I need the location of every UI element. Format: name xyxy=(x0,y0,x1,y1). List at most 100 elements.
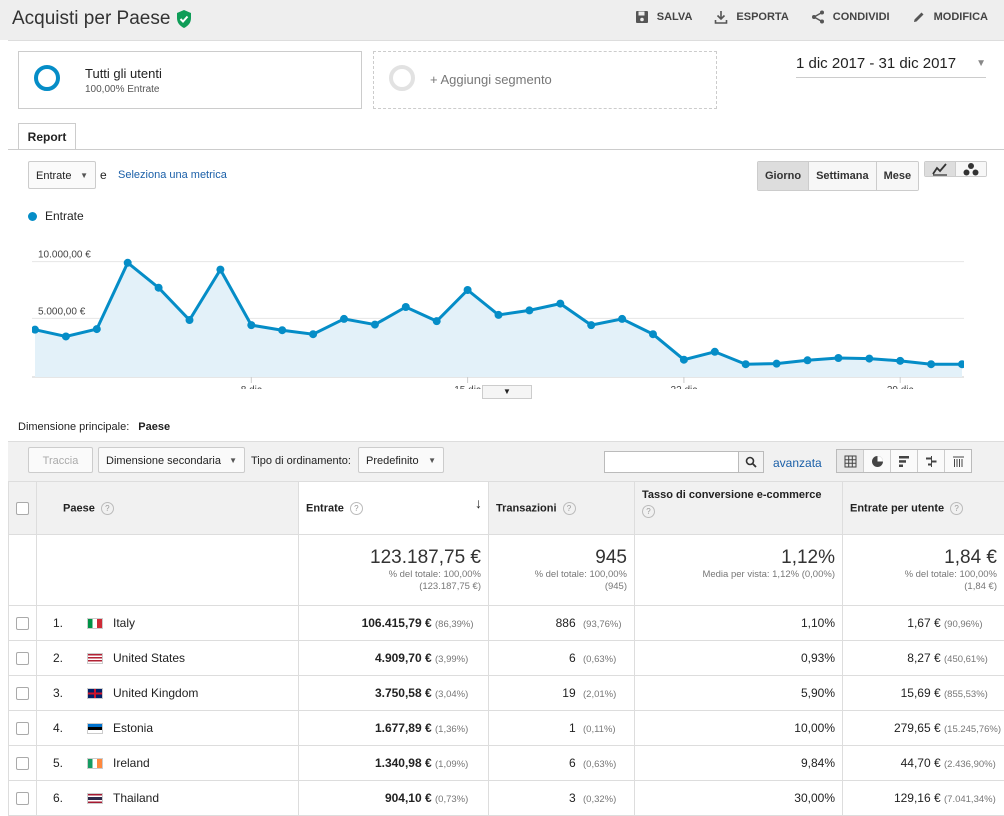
header-country[interactable]: Paese? xyxy=(37,482,299,535)
country-link[interactable]: Estonia xyxy=(113,721,153,735)
sort-type-select[interactable]: Predefinito ▼ xyxy=(358,447,444,473)
country-link[interactable]: United States xyxy=(113,651,185,665)
edit-button[interactable]: MODIFICA xyxy=(912,10,988,24)
line-chart-button[interactable] xyxy=(925,162,955,176)
header-revenue-per-user[interactable]: Entrate per utente? xyxy=(843,482,1004,535)
save-icon xyxy=(635,10,649,24)
tab-divider xyxy=(8,149,1004,150)
data-point xyxy=(525,306,533,314)
transactions-cell: 6 (0,63%) xyxy=(489,746,635,781)
ie-flag-icon xyxy=(87,758,103,769)
share-button[interactable]: CONDIVIDI xyxy=(811,10,890,24)
x-tick-label: 22 dic xyxy=(671,385,698,389)
view-comparison-button[interactable] xyxy=(917,450,944,472)
help-icon[interactable]: ? xyxy=(950,502,963,515)
help-icon[interactable]: ? xyxy=(642,505,655,518)
help-icon[interactable]: ? xyxy=(563,502,576,515)
revenue-per-user-cell: 1,67 € (90,96%) xyxy=(843,606,1004,641)
caret-down-icon: ▼ xyxy=(976,58,986,69)
uk-flag-icon xyxy=(87,688,103,699)
transactions-cell: 3 (0,32%) xyxy=(489,781,635,816)
plot-rows-button[interactable]: Traccia righe xyxy=(28,447,93,473)
row-checkbox[interactable] xyxy=(16,792,29,805)
th-flag-icon xyxy=(87,793,103,804)
help-icon[interactable]: ? xyxy=(101,502,114,515)
share-icon xyxy=(811,10,825,24)
comparison-icon xyxy=(925,455,938,468)
granularity-day-button[interactable]: Giorno xyxy=(758,162,808,190)
country-link[interactable]: Thailand xyxy=(113,791,159,805)
conversion-cell: 0,93% xyxy=(635,641,843,676)
collapse-chart-toggle[interactable]: ▼ xyxy=(482,385,532,399)
revenue-per-user-cell: 15,69 € (855,53%) xyxy=(843,676,1004,711)
segment-all-users[interactable]: Tutti gli utenti 100,00% Entrate xyxy=(18,51,362,109)
search-button[interactable] xyxy=(738,452,763,472)
data-point xyxy=(371,321,379,329)
primary-dimension-value[interactable]: Paese xyxy=(138,421,170,433)
country-link[interactable]: Ireland xyxy=(113,756,150,770)
tab-report[interactable]: Report xyxy=(18,123,76,150)
data-point xyxy=(340,315,348,323)
export-button[interactable]: ESPORTA xyxy=(714,10,788,24)
caret-down-icon: ▼ xyxy=(229,448,237,474)
header-transactions[interactable]: Transazioni? xyxy=(489,482,635,535)
save-button[interactable]: SALVA xyxy=(635,10,693,24)
data-point xyxy=(278,326,286,334)
pencil-icon xyxy=(912,10,926,24)
row-checkbox-cell xyxy=(9,676,37,711)
verified-shield-icon xyxy=(176,10,192,28)
row-checkbox[interactable] xyxy=(16,652,29,665)
country-link[interactable]: Italy xyxy=(113,616,135,630)
empty-segment-ring-icon xyxy=(389,65,415,91)
row-checkbox[interactable] xyxy=(16,687,29,700)
transactions-cell: 1 (0,11%) xyxy=(489,711,635,746)
legend-dot xyxy=(28,212,37,221)
conversion-cell: 5,90% xyxy=(635,676,843,711)
select-all-cell xyxy=(9,482,37,535)
row-checkbox-cell xyxy=(9,641,37,676)
granularity-month-button[interactable]: Mese xyxy=(876,162,919,190)
data-point xyxy=(865,355,873,363)
y-tick-label: 5.000,00 € xyxy=(38,306,86,317)
view-percentage-button[interactable] xyxy=(863,450,890,472)
header-revenue[interactable]: Entrate?↓ xyxy=(299,482,489,535)
row-checkbox[interactable] xyxy=(16,722,29,735)
select-all-checkbox[interactable] xyxy=(16,502,29,515)
country-cell: 2.United States xyxy=(37,641,299,676)
caret-down-icon: ▼ xyxy=(428,448,436,474)
header-conversion[interactable]: Tasso di conversione e-commerce? xyxy=(635,482,843,535)
view-data-button[interactable] xyxy=(837,450,863,472)
row-checkbox-cell xyxy=(9,746,37,781)
report-table: Paese? Entrate?↓ Transazioni? Tasso di c… xyxy=(8,481,1004,816)
conversion-cell: 10,00% xyxy=(635,711,843,746)
view-pivot-button[interactable] xyxy=(944,450,971,472)
row-checkbox[interactable] xyxy=(16,617,29,630)
data-point xyxy=(804,356,812,364)
granularity-week-button[interactable]: Settimana xyxy=(808,162,876,190)
metric-selector[interactable]: Entrate ▼ xyxy=(28,161,96,189)
table-search-input[interactable] xyxy=(604,451,764,473)
advanced-filter-link[interactable]: avanzata xyxy=(773,456,822,470)
view-performance-button[interactable] xyxy=(890,450,917,472)
revenue-per-user-cell: 44,70 € (2.436,90%) xyxy=(843,746,1004,781)
secondary-dimension-select[interactable]: Dimensione secondaria ▼ xyxy=(98,447,245,473)
country-link[interactable]: United Kingdom xyxy=(113,686,198,700)
data-point xyxy=(587,321,595,329)
help-icon[interactable]: ? xyxy=(350,502,363,515)
data-point xyxy=(402,303,410,311)
data-point xyxy=(680,356,688,364)
add-segment-button[interactable]: + Aggiungi segmento xyxy=(373,51,717,109)
select-metric-link[interactable]: Seleziona una metrica xyxy=(118,169,227,181)
row-checkbox[interactable] xyxy=(16,757,29,770)
metric-and-text: e xyxy=(100,168,107,182)
totals-label-cell xyxy=(37,535,299,606)
motion-chart-button[interactable] xyxy=(955,162,986,176)
country-cell: 5.Ireland xyxy=(37,746,299,781)
date-range-picker[interactable]: 1 dic 2017 - 31 dic 2017 ▼ xyxy=(796,55,986,78)
